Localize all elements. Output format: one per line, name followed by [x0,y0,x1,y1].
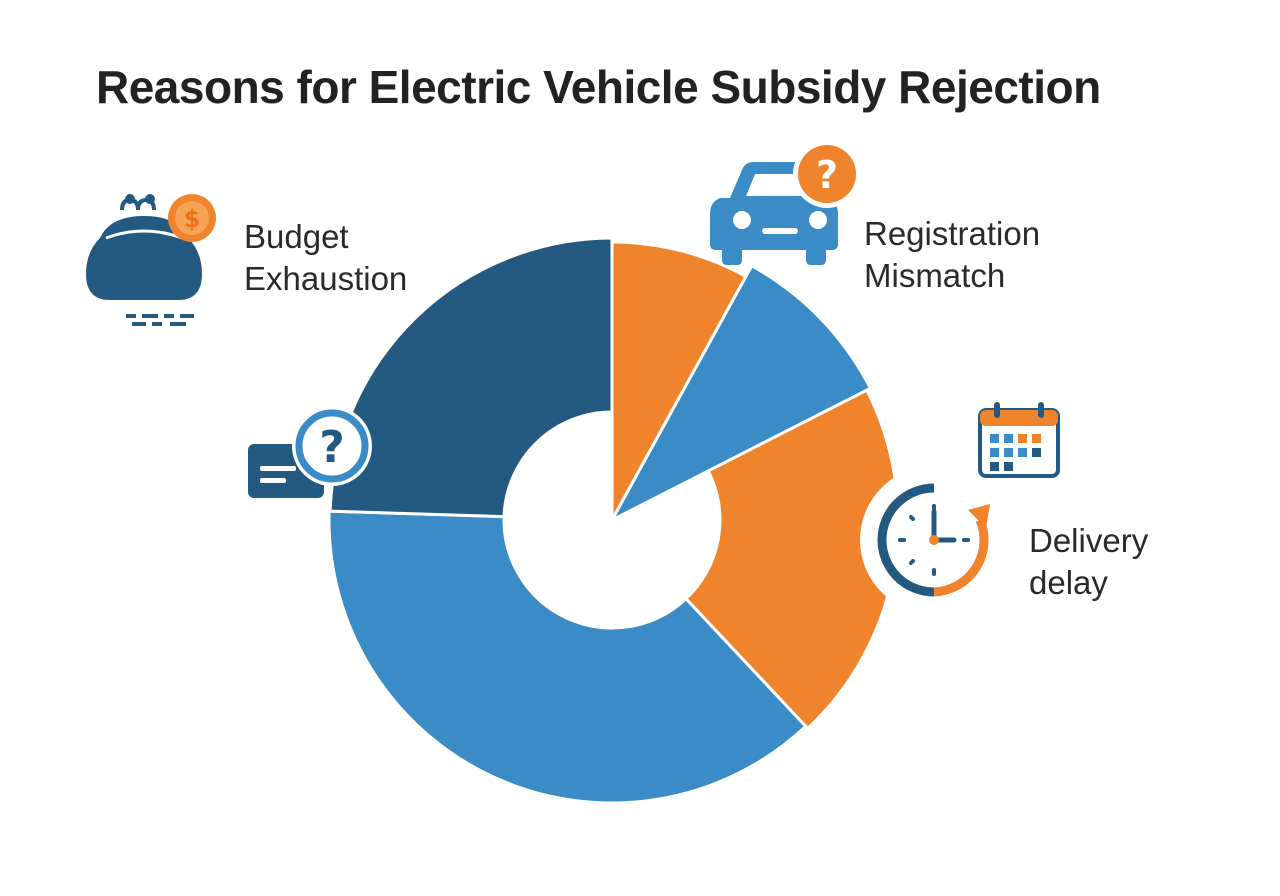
label-registration-line1: Registration [864,215,1041,252]
donut-slice-2 [608,263,873,524]
svg-text:?: ? [319,422,345,473]
clock-refresh-icon [860,470,1006,614]
label-delivery-line1: Delivery [1029,522,1149,559]
donut-slice-4 [327,509,808,805]
label-budget-line1: Budget [244,218,349,255]
label-delivery-line2: delay [1029,564,1108,601]
purse-coin-icon: $ [86,194,216,326]
label-delivery-delay: Delivery delay [1029,520,1148,604]
svg-text:?: ? [816,153,838,197]
calendar-icon [978,402,1060,478]
svg-text:$: $ [184,205,201,233]
label-registration-mismatch: Registration Mismatch [864,213,1040,297]
donut-slices [327,236,900,805]
car-question-icon: ? [710,140,860,265]
chart-title: Reasons for Electric Vehicle Subsidy Rej… [96,61,1101,113]
donut-slice-5 [328,236,614,519]
label-budget-exhaustion: Budget Exhaustion [244,216,407,300]
card-question-icon: ? [248,406,372,498]
donut-slice-1 [610,240,748,521]
label-budget-line2: Exhaustion [244,260,408,297]
label-registration-line2: Mismatch [864,257,1006,294]
